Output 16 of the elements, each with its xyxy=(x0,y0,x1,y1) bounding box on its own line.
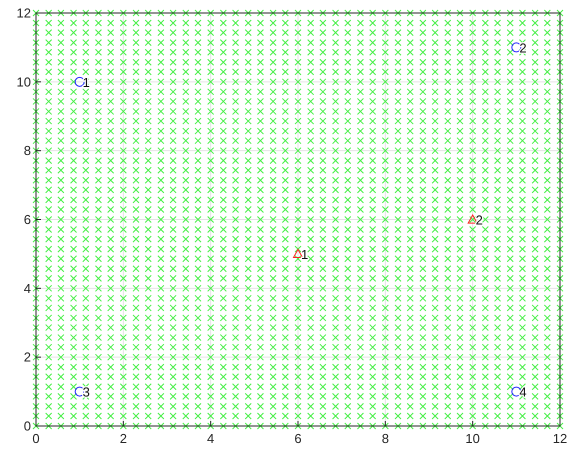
annotation: 1 xyxy=(301,246,308,262)
x-tick-label: 4 xyxy=(207,431,214,446)
x-tick-label: 12 xyxy=(552,431,568,446)
annotation: 2 xyxy=(476,212,483,228)
y-tick-label: 8 xyxy=(24,143,31,158)
y-tick-label: 6 xyxy=(24,212,31,227)
x-tick-label: 2 xyxy=(120,431,127,446)
y-tick-label: 4 xyxy=(24,280,31,296)
y-tick-label: 10 xyxy=(16,74,31,90)
point xyxy=(293,248,303,258)
y-tick-label: 12 xyxy=(16,6,31,20)
x-tick-label: 10 xyxy=(465,431,480,446)
x-tick-label: 8 xyxy=(382,431,389,446)
y-tick-label: 2 xyxy=(24,350,31,365)
y-tick-label: 0 xyxy=(24,418,31,434)
x-tick-label: 6 xyxy=(294,431,302,446)
